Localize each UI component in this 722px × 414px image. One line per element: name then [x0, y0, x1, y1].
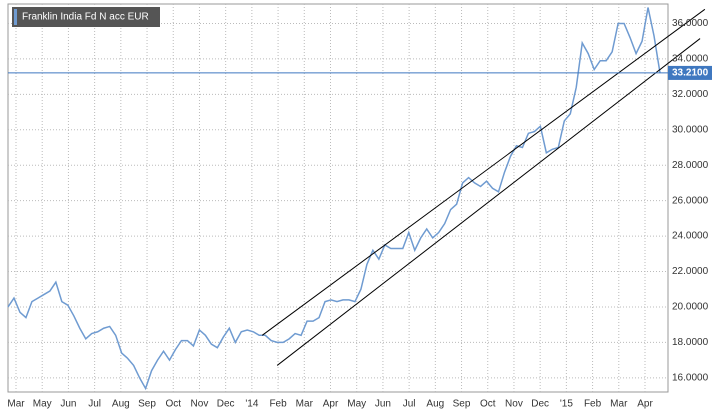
x-tick-label: Oct: [480, 399, 496, 410]
x-tick-label: Sep: [453, 399, 471, 410]
y-tick-label: 22.0000: [672, 266, 709, 277]
x-tick-label: Jul: [88, 399, 101, 410]
x-tick-label: Nov: [505, 399, 523, 410]
grid: [8, 4, 668, 392]
series-line: [7, 7, 661, 391]
x-tick-label: Mar: [296, 399, 314, 410]
legend-box: [12, 7, 160, 27]
x-tick-label: Jun: [60, 399, 76, 410]
trend-line: [261, 8, 706, 336]
x-tick-label: Dec: [531, 399, 549, 410]
x-tick-label: May: [347, 399, 366, 410]
x-tick-label: Jun: [375, 399, 391, 410]
y-tick-label: 36.0000: [672, 18, 709, 29]
x-tick-label: May: [33, 399, 52, 410]
x-tick-label: Apr: [637, 399, 653, 410]
x-tick-label: '15: [560, 399, 573, 410]
x-tick-label: Apr: [323, 399, 339, 410]
legend-label: Franklin India Fd N acc EUR: [22, 12, 149, 23]
marks: [7, 7, 706, 391]
y-tick-label: 20.0000: [672, 302, 709, 313]
x-tick-label: Dec: [217, 399, 235, 410]
y-tick-label: 28.0000: [672, 160, 709, 171]
trend-line: [276, 38, 701, 366]
y-tick-label: 16.0000: [672, 372, 709, 383]
y-tick-label: 34.0000: [672, 54, 709, 65]
x-tick-label: Mar: [7, 399, 25, 410]
y-tick-label: 18.0000: [672, 337, 709, 348]
plot-area: [7, 3, 669, 393]
x-tick-label: Nov: [191, 399, 209, 410]
x-tick-label: Feb: [584, 399, 602, 410]
x-tick-label: Mar: [610, 399, 628, 410]
price-tag: [668, 65, 712, 80]
y-tick-label: 26.0000: [672, 195, 709, 206]
x-tick-label: Feb: [269, 399, 287, 410]
price-label: 33.2100: [672, 68, 709, 79]
x-tick-label: Sep: [138, 399, 156, 410]
legend-swatch: [14, 9, 17, 25]
y-tick-label: 30.0000: [672, 124, 709, 135]
y-tick-label: 24.0000: [672, 231, 709, 242]
x-tick-label: Oct: [165, 399, 181, 410]
x-tick-label: Aug: [112, 399, 130, 410]
x-tick-label: Aug: [426, 399, 444, 410]
x-tick-label: '14: [245, 399, 258, 410]
y-tick-label: 32.0000: [672, 89, 709, 100]
x-tick-label: Jul: [403, 399, 416, 410]
